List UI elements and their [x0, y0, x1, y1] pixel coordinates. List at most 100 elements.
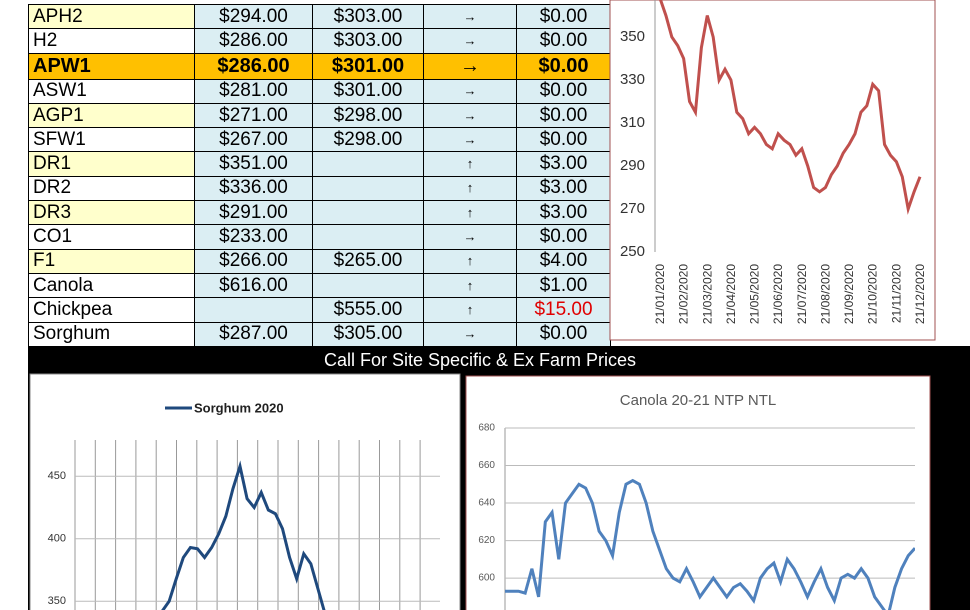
- cell: $301.00: [312, 78, 424, 104]
- y-tick-label: 350: [48, 595, 66, 607]
- cell: $265.00: [312, 248, 424, 274]
- row: Chickpea $555.00 ↑ $15.00: [28, 297, 611, 323]
- cell: →: [423, 78, 517, 104]
- row: CO1 $233.00 → $0.00: [28, 224, 611, 250]
- y-tick-label: 290: [620, 157, 645, 174]
- x-tick-label: 21/06/2020: [771, 264, 785, 324]
- y-tick-label: 640: [478, 498, 495, 509]
- cell: DR3: [28, 200, 195, 226]
- cell: $15.00: [516, 297, 611, 323]
- cell: Chickpea: [28, 297, 195, 323]
- cell: APW1: [28, 52, 195, 80]
- y-tick-label: 600: [478, 573, 495, 584]
- cell: →: [423, 3, 517, 30]
- x-tick-label: 21/09/2020: [842, 264, 856, 324]
- cell: DR2: [28, 175, 195, 202]
- cell: APH2: [28, 3, 195, 30]
- cell: ↑: [423, 297, 517, 323]
- row: DR1 $351.00 ↑ $3.00: [28, 151, 611, 177]
- line: [658, 0, 922, 215]
- cell: $281.00: [194, 78, 313, 104]
- cell: H2: [28, 28, 195, 54]
- row: DR3 $291.00 ↑ $3.00: [28, 200, 611, 226]
- cell: →: [423, 102, 517, 129]
- row: APW1 $286.00 $301.00 → $0.00: [28, 52, 611, 80]
- y-tick-label: 370: [620, 0, 645, 2]
- row: ASW1 $281.00 $301.00 → $0.00: [28, 78, 611, 104]
- cell: $336.00: [194, 175, 313, 202]
- chart-frame: [465, 375, 931, 610]
- cell: CO1: [28, 224, 195, 250]
- y-tick-label: 660: [478, 460, 495, 471]
- cell: $0.00: [516, 3, 611, 30]
- cell: $0.00: [516, 321, 611, 347]
- y-tick-label: 400: [48, 533, 66, 545]
- banner: Call For Site Specific & Ex Farm Prices: [324, 350, 636, 370]
- cell: →: [423, 28, 517, 54]
- y-tick-label: 310: [620, 114, 645, 131]
- y-tick-label: 680: [478, 423, 495, 434]
- cell: ↑: [423, 175, 517, 202]
- x-tick-label: 21/05/2020: [748, 264, 762, 324]
- cell: Canola: [28, 272, 195, 299]
- cell: AGP1: [28, 102, 195, 129]
- price-table: APH2 $294.00 $303.00 → $0.00 H2 $286.00 $303.00…: [28, 3, 611, 347]
- margin: [0, 346, 28, 610]
- cell: $0.00: [516, 52, 611, 80]
- x-tick-label: 21/11/2020: [889, 264, 903, 323]
- cell: $267.00: [194, 127, 313, 153]
- x-tick-label: 21/10/2020: [866, 264, 880, 324]
- cell: $0.00: [516, 224, 611, 250]
- cell: DR1: [28, 151, 195, 177]
- cell: ↑: [423, 200, 517, 226]
- line: [161, 460, 326, 610]
- cell: $266.00: [194, 248, 313, 274]
- cell: $3.00: [516, 151, 611, 177]
- row: DR2 $336.00 ↑ $3.00: [28, 175, 611, 202]
- cell: Sorghum: [28, 321, 195, 347]
- x-tick-label: 21/01/2020: [653, 264, 667, 324]
- cell: $0.00: [516, 127, 611, 153]
- row: H2 $286.00 $303.00 → $0.00: [28, 28, 611, 54]
- cell: $303.00: [312, 3, 424, 30]
- y-tick-label: 250: [620, 243, 645, 260]
- cell: $286.00: [194, 28, 313, 54]
- cell: $305.00: [312, 321, 424, 347]
- chart-title: Canola 20-21 NTP NTL: [620, 392, 776, 409]
- y-tick-label: 450: [48, 470, 66, 482]
- cell: ↑: [423, 151, 517, 177]
- cell: $271.00: [194, 102, 313, 129]
- cell: $351.00: [194, 151, 313, 177]
- x-tick-label: 21/07/2020: [795, 264, 809, 324]
- cell: $0.00: [516, 78, 611, 104]
- cell: →: [423, 52, 517, 80]
- y-tick-label: 330: [620, 71, 645, 88]
- cell: $616.00: [194, 272, 313, 299]
- x-tick-label: 21/04/2020: [724, 264, 738, 324]
- cell: $0.00: [516, 102, 611, 129]
- y-tick-label: 270: [620, 200, 645, 217]
- cell: ↑: [423, 272, 517, 299]
- x-tick-label: 21/08/2020: [818, 264, 832, 324]
- y-tick-label: 350: [620, 28, 645, 45]
- cell: SFW1: [28, 127, 195, 153]
- cell: $298.00: [312, 102, 424, 129]
- row: APH2 $294.00 $303.00 → $0.00: [28, 3, 611, 30]
- cell: →: [423, 321, 517, 347]
- row: SFW1 $267.00 $298.00 → $0.00: [28, 127, 611, 153]
- x-tick-label: 21/12/2020: [913, 264, 927, 324]
- cell: $1.00: [516, 272, 611, 299]
- cell: $0.00: [516, 28, 611, 54]
- x-tick-label: 21/02/2020: [677, 264, 691, 324]
- row: AGP1 $271.00 $298.00 → $0.00: [28, 102, 611, 129]
- cell: $555.00: [312, 297, 424, 323]
- cell: [312, 272, 424, 299]
- line: [505, 478, 915, 610]
- cell: $233.00: [194, 224, 313, 250]
- cell: $287.00: [194, 321, 313, 347]
- chart-frame: [609, 0, 936, 341]
- row: Sorghum $287.00 $305.00 → $0.00: [28, 321, 611, 347]
- cell: ↑: [423, 248, 517, 274]
